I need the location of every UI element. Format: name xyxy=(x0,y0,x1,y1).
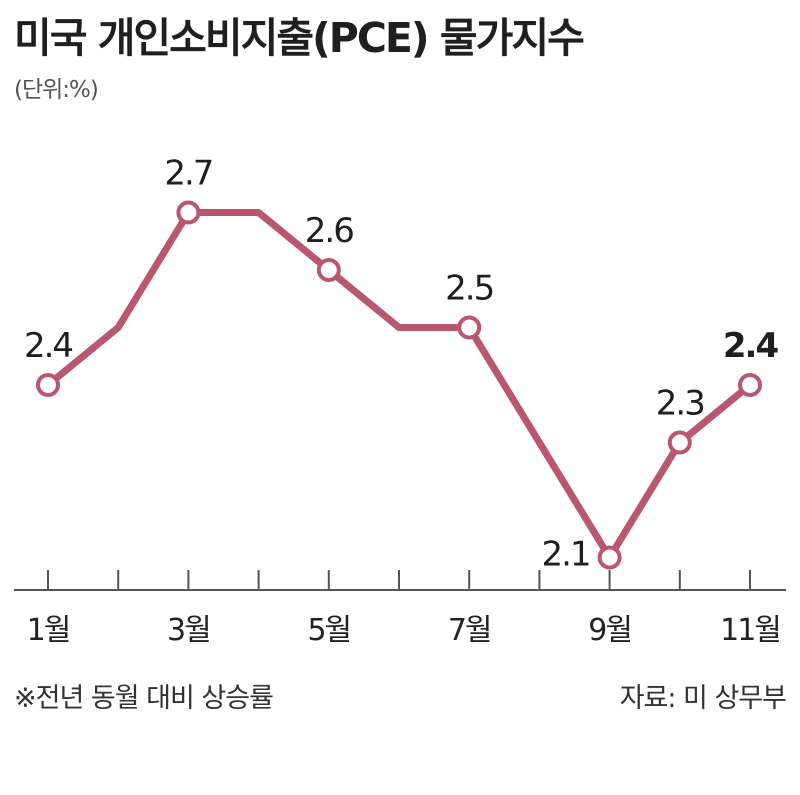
data-point-marker xyxy=(597,545,622,570)
data-label: 2.5 xyxy=(445,269,493,309)
data-label: 2.6 xyxy=(305,211,353,251)
x-tick-label: 1월 xyxy=(27,613,70,648)
data-point-marker xyxy=(176,200,201,225)
data-label: 2.4 xyxy=(24,326,72,366)
data-point-marker xyxy=(457,315,482,340)
data-point-marker xyxy=(36,373,60,397)
x-tick-label: 5월 xyxy=(307,613,350,648)
unit-label: (단위:%) xyxy=(14,77,99,103)
data-label: 2.4 xyxy=(723,326,779,366)
footnote: ※전년 동월 대비 상승률 xyxy=(14,683,274,714)
data-label: 2.7 xyxy=(164,154,212,194)
data-label: 2.1 xyxy=(542,535,590,575)
x-tick-label: 9월 xyxy=(588,613,631,648)
x-tick-label: 3월 xyxy=(167,613,210,648)
data-label: 2.3 xyxy=(656,384,704,424)
source-note: 자료: 미 상무부 xyxy=(619,683,787,714)
x-tick-label: 11월 xyxy=(720,613,780,648)
x-tick-label: 7월 xyxy=(448,613,491,648)
chart-title: 미국 개인소비지출(PCE) 물가지수 xyxy=(14,14,585,62)
data-point-marker xyxy=(316,258,341,282)
series-line xyxy=(44,209,754,561)
data-point-marker xyxy=(667,430,692,455)
data-point-marker xyxy=(738,373,762,397)
